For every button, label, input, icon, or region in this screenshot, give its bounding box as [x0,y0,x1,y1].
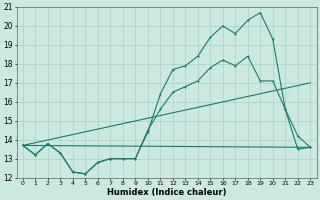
X-axis label: Humidex (Indice chaleur): Humidex (Indice chaleur) [107,188,226,197]
